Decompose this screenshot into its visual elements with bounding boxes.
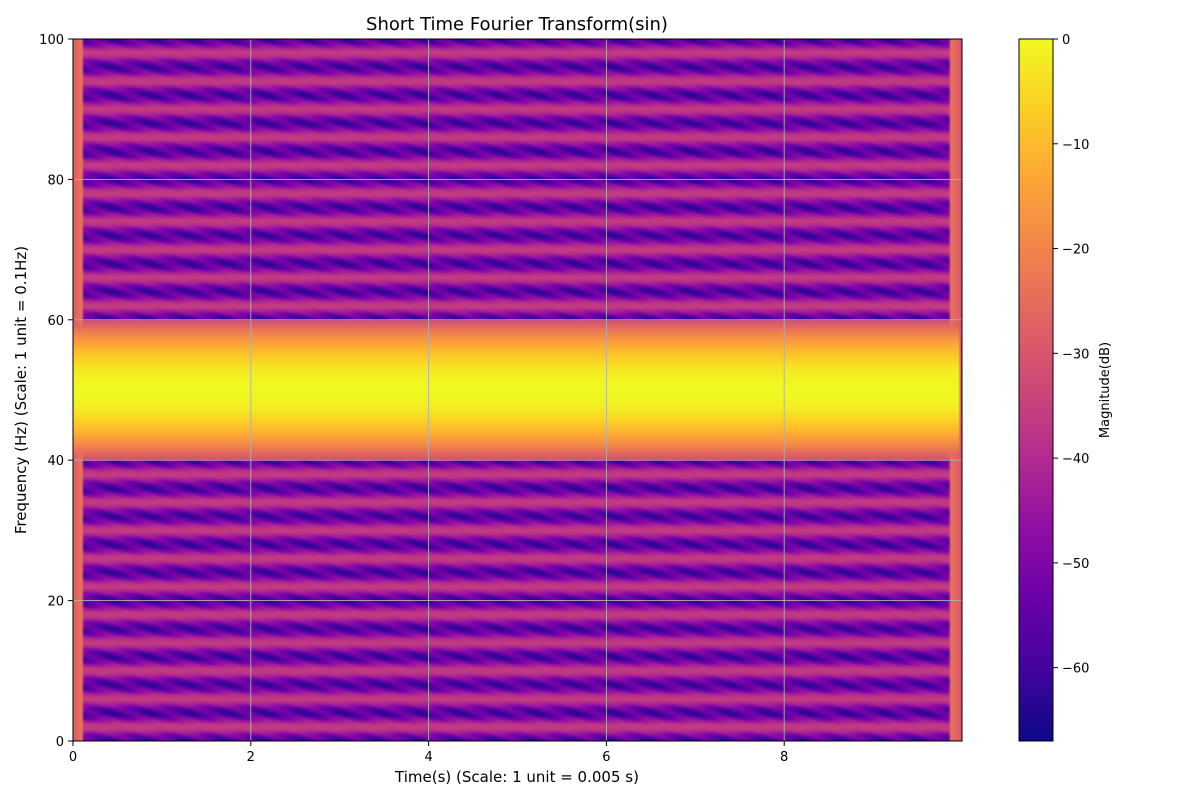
y-tick-label: 20	[47, 595, 64, 610]
x-tick-label: 6	[602, 750, 610, 765]
y-tick-label: 80	[47, 173, 64, 188]
x-axis-label: Time(s) (Scale: 1 unit = 0.005 s)	[394, 768, 639, 786]
colorbar-tick-label: −40	[1062, 452, 1089, 467]
colorbar-tick-label: −10	[1062, 138, 1089, 153]
chart-title: Short Time Fourier Transform(sin)	[366, 14, 668, 35]
colorbar: 0 −10 −20 −30 −40 −50 −60	[1018, 33, 1089, 742]
colorbar-label: Magnitude(dB)	[1098, 342, 1113, 438]
y-tick-label: 40	[47, 454, 64, 469]
y-axis-label: Frequency (Hz) (Scale: 1 unit = 0.1Hz)	[12, 246, 30, 534]
colorbar-tick-label: −30	[1062, 347, 1089, 362]
x-tick-label: 2	[247, 750, 255, 765]
y-tick-label: 60	[47, 314, 64, 329]
x-tick-label: 4	[424, 750, 432, 765]
colorbar-ticks: 0 −10 −20 −30 −40 −50 −60	[1053, 33, 1089, 677]
colorbar-tick-label: −60	[1062, 662, 1089, 677]
plot-frame	[72, 38, 963, 742]
x-tick-label: 8	[780, 750, 788, 765]
colorbar-tick-label: −50	[1062, 557, 1089, 572]
x-tick-label: 0	[69, 750, 77, 765]
colorbar-frame	[1018, 38, 1054, 742]
colorbar-gradient	[1019, 39, 1053, 741]
y-axis: 0 20 40 60 80 100	[39, 33, 73, 750]
x-axis: 0 2 4 6 8	[69, 741, 788, 765]
spectrogram-heatmap	[73, 39, 962, 741]
plot-area	[72, 38, 963, 742]
colorbar-tick-label: −20	[1062, 243, 1089, 258]
y-tick-label: 0	[56, 735, 64, 750]
y-tick-label: 100	[39, 33, 64, 48]
colorbar-tick-label: 0	[1062, 33, 1070, 48]
